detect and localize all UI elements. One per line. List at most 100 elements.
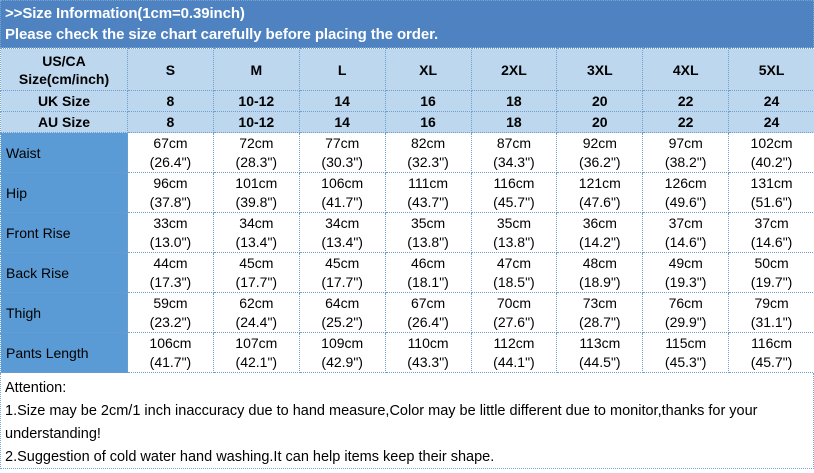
measurement-inch: (17.7"): [321, 273, 363, 290]
measurement-value: 121cm (47.6"): [556, 172, 644, 213]
measurement-inch: (29.9"): [664, 313, 707, 330]
measurement-value: 34cm (13.4"): [298, 212, 386, 253]
measurement-inch: (26.4"): [407, 313, 449, 330]
measurement-cm: 59cm: [153, 294, 188, 311]
measurement-inch: (27.6"): [493, 313, 535, 330]
measurement-value: 59cm (23.2"): [127, 292, 214, 333]
measurement-cm: 112cm: [493, 334, 535, 351]
measurement-inch: (14.2"): [579, 233, 621, 250]
region-size-value: 10-12: [212, 90, 300, 112]
attention-note-1: 1.Size may be 2cm/1 inch inaccuracy due …: [5, 403, 758, 442]
measurement-value: 116cm (45.7"): [470, 172, 558, 213]
measurement-value: 35cm (13.8"): [384, 212, 472, 253]
measurement-inch: (32.3"): [407, 153, 449, 170]
size-column-header: 4XL: [642, 48, 730, 91]
measurement-cm: 47cm: [496, 254, 532, 271]
measurement-cm: 62cm: [239, 294, 274, 311]
measurement-value: 50cm (19.7"): [728, 252, 814, 293]
measurement-cm: 35cm: [410, 214, 446, 231]
measurement-label: Back Rise: [0, 252, 128, 293]
measurement-cm: 33cm: [153, 214, 188, 231]
measurement-inch: (19.7"): [750, 273, 793, 290]
measurement-value: 107cm (42.1"): [212, 332, 300, 373]
measurement-inch: (26.4"): [149, 153, 192, 170]
region-size-value: 20: [556, 111, 644, 133]
measurement-inch: (18.1"): [407, 273, 449, 290]
measurement-value: 35cm (13.8"): [470, 212, 558, 253]
measurement-cm: 126cm: [664, 174, 707, 191]
region-size-value: 18: [470, 111, 558, 133]
region-size-value: 20: [556, 90, 644, 112]
measurement-inch: (14.6"): [664, 233, 707, 250]
measurement-value: 79cm (31.1"): [728, 292, 814, 333]
measurement-value: 37cm (14.6"): [642, 212, 730, 253]
table-row: Pants Length 106cm (41.7") 107cm (42.1") 109c…: [0, 332, 814, 373]
measurement-inch: (38.2"): [664, 153, 707, 170]
measurement-inch: (39.8"): [235, 193, 278, 210]
measurement-inch: (42.9"): [321, 353, 363, 370]
table-row: Waist 67cm (26.4") 72cm (28.3") 77cm (30.3") 82…: [0, 132, 814, 173]
measurement-value: 67cm (26.4"): [127, 132, 214, 173]
region-size-value: 22: [642, 90, 730, 112]
measurement-label: Waist: [0, 132, 128, 173]
measurement-cm: 44cm: [153, 254, 188, 271]
measurement-cm: 79cm: [754, 294, 789, 311]
measurement-inch: (49.6"): [664, 193, 707, 210]
measurement-cm: 64cm: [325, 294, 360, 311]
measurement-value: 73cm (28.7"): [556, 292, 644, 333]
measurement-value: 67cm (26.4"): [384, 292, 472, 333]
measurement-value: 92cm (36.2"): [556, 132, 644, 173]
measurement-inch: (43.7"): [407, 193, 449, 210]
measurement-value: 82cm (32.3"): [384, 132, 472, 173]
measurement-cm: 102cm: [750, 134, 793, 151]
measurement-inch: (44.5"): [579, 353, 621, 370]
measurement-inch: (17.7"): [235, 273, 278, 290]
measurement-value: 97cm (38.2"): [642, 132, 730, 173]
measurement-inch: (14.6"): [750, 233, 793, 250]
table-header-row: US/CA Size(cm/inch) S M L XL 2XL 3XL 4XL 5XL: [0, 48, 814, 91]
region-size-value: 16: [384, 111, 472, 133]
region-size-label: AU Size: [0, 111, 128, 133]
region-size-value: 8: [127, 111, 214, 133]
table-row: Front Rise 33cm (13.0") 34cm (13.4") 34cm (13.…: [0, 212, 814, 253]
corner-header-line-2: Size(cm/inch): [18, 70, 110, 87]
measurement-value: 46cm (18.1"): [384, 252, 472, 293]
measurement-value: 111cm (43.7"): [384, 172, 472, 213]
region-size-value: 24: [728, 111, 814, 133]
measurement-cm: 34cm: [325, 214, 360, 231]
measurement-inch: (45.3"): [664, 353, 707, 370]
measurement-cm: 107cm: [235, 334, 278, 351]
measurement-value: 113cm (44.5"): [556, 332, 644, 373]
measurement-value: 36cm (14.2"): [556, 212, 644, 253]
measurement-inch: (45.7"): [750, 353, 793, 370]
measurement-cm: 116cm: [751, 334, 793, 351]
measurement-cm: 45cm: [239, 254, 274, 271]
size-information-banner: >>Size Information(1cm=0.39inch) Please …: [0, 0, 814, 48]
measurement-inch: (25.2"): [321, 313, 363, 330]
measurement-inch: (30.3"): [321, 153, 363, 170]
measurement-inch: (23.2"): [149, 313, 192, 330]
measurement-value: 112cm (44.1"): [470, 332, 558, 373]
table-row: Thigh 59cm (23.2") 62cm (24.4") 64cm (25.2") 67…: [0, 292, 814, 333]
measurement-cm: 131cm: [750, 174, 793, 191]
measurement-inch: (34.3"): [493, 153, 535, 170]
measurement-inch: (18.5"): [493, 273, 535, 290]
measurement-cm: 67cm: [410, 294, 446, 311]
measurement-value: 116cm (45.7"): [728, 332, 814, 373]
region-size-value: 16: [384, 90, 472, 112]
measurement-cm: 115cm: [665, 334, 707, 351]
measurement-value: 77cm (30.3"): [298, 132, 386, 173]
measurement-cm: 49cm: [668, 254, 703, 271]
measurement-value: 115cm (45.3"): [642, 332, 730, 373]
measurement-inch: (51.6"): [750, 193, 793, 210]
measurement-value: 101cm (39.8"): [212, 172, 300, 213]
measurement-inch: (28.7"): [579, 313, 621, 330]
measurement-value: 131cm (51.6"): [728, 172, 814, 213]
measurement-inch: (13.8"): [407, 233, 449, 250]
measurement-cm: 72cm: [239, 134, 274, 151]
table-row: AU Size 8 10-12 14 16 18 20 22 24: [0, 111, 814, 133]
size-column-header: 2XL: [470, 48, 558, 91]
banner-subtitle: Please check the size chart carefully be…: [5, 26, 439, 43]
size-column-header: XL: [384, 48, 472, 91]
measurement-value: 72cm (28.3"): [212, 132, 300, 173]
